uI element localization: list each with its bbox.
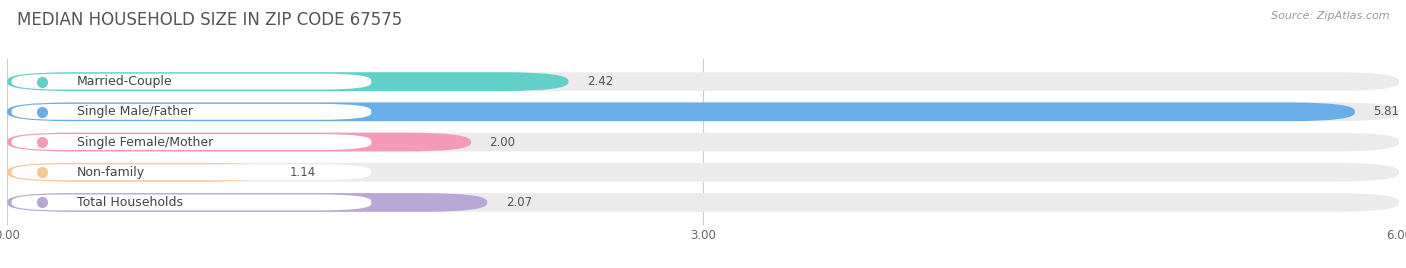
Text: 5.81: 5.81 [1374,105,1399,118]
FancyBboxPatch shape [7,133,471,151]
FancyBboxPatch shape [7,102,1355,121]
FancyBboxPatch shape [11,104,371,120]
FancyBboxPatch shape [7,72,568,91]
Text: MEDIAN HOUSEHOLD SIZE IN ZIP CODE 67575: MEDIAN HOUSEHOLD SIZE IN ZIP CODE 67575 [17,11,402,29]
Text: Married-Couple: Married-Couple [77,75,173,88]
Text: Non-family: Non-family [77,166,145,179]
Text: Source: ZipAtlas.com: Source: ZipAtlas.com [1271,11,1389,21]
FancyBboxPatch shape [7,193,488,212]
FancyBboxPatch shape [7,72,1399,91]
Text: Single Female/Mother: Single Female/Mother [77,136,212,148]
Text: 2.07: 2.07 [506,196,531,209]
FancyBboxPatch shape [11,164,371,180]
FancyBboxPatch shape [7,133,1399,151]
FancyBboxPatch shape [11,74,371,90]
FancyBboxPatch shape [7,102,1399,121]
Text: Single Male/Father: Single Male/Father [77,105,193,118]
Text: 2.42: 2.42 [588,75,613,88]
FancyBboxPatch shape [11,134,371,150]
FancyBboxPatch shape [7,163,1399,182]
FancyBboxPatch shape [11,195,371,210]
FancyBboxPatch shape [7,163,271,182]
Text: 1.14: 1.14 [290,166,316,179]
Text: Total Households: Total Households [77,196,183,209]
Text: 2.00: 2.00 [489,136,516,148]
FancyBboxPatch shape [7,193,1399,212]
